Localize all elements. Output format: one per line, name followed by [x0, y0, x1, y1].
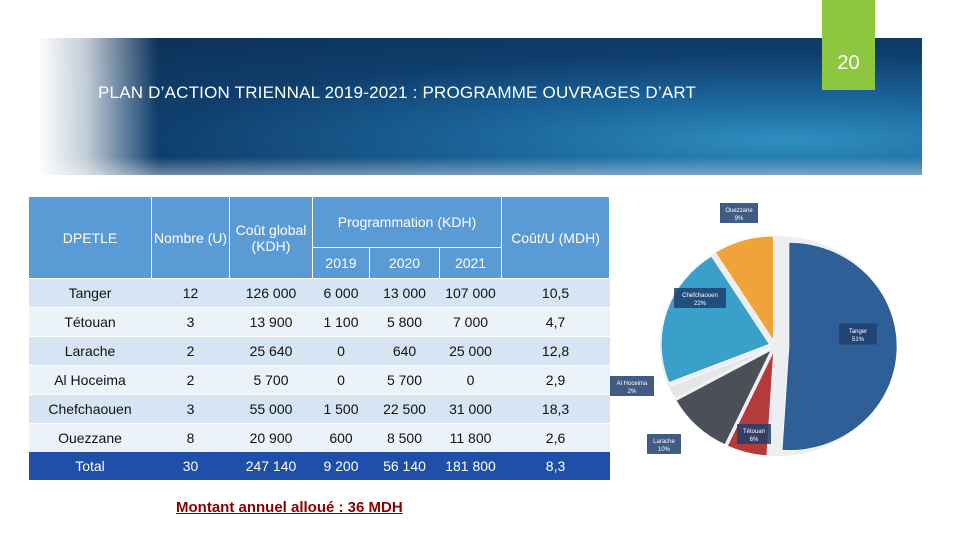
- pie-label-name: Ouezzane: [725, 208, 753, 214]
- cell-nombre: 3: [151, 307, 230, 337]
- cell-cout-u: 12,8: [501, 336, 610, 366]
- cell-2021: 7 000: [439, 307, 502, 337]
- cell-cout-u: 18,3: [501, 394, 610, 424]
- cell-dpetle: Tanger: [28, 278, 152, 308]
- header-2020: 2020: [369, 247, 440, 279]
- header-2021: 2021: [438, 247, 503, 279]
- distribution-pie-chart: Tanger 51% Tétouan 6% Larache 10% Al Hoceima 2%…: [610, 203, 898, 456]
- header-cout-global: Coût global (KDH): [229, 196, 313, 279]
- cell-2020: 8 500: [369, 423, 440, 452]
- total-dpetle: Total: [28, 452, 152, 480]
- header-dpetle: DPETLE: [28, 196, 152, 279]
- header-cout-u: Coût/U (MDH): [501, 196, 611, 279]
- cell-2020: 640: [369, 336, 440, 366]
- pie-label-name: Tanger: [849, 329, 867, 335]
- pie-label-larache: Larache 10%: [647, 434, 681, 454]
- page-number-tab: [822, 0, 875, 90]
- cell-cout-u: 4,7: [501, 307, 610, 337]
- cell-2020: 5 800: [369, 307, 440, 337]
- cell-2019: 0: [312, 336, 370, 366]
- pie-label-tétouan: Tétouan 6%: [737, 424, 771, 444]
- cell-2020: 22 500: [369, 394, 440, 424]
- cell-2021: 25 000: [439, 336, 502, 366]
- pie-label-name: Tétouan: [743, 429, 765, 435]
- cell-dpetle: Al Hoceima: [28, 365, 152, 395]
- pie-label-tanger: Tanger 51%: [839, 323, 877, 345]
- total-2019: 9 200: [312, 452, 370, 480]
- pie-label-pct: 22%: [694, 301, 707, 307]
- header-2019: 2019: [312, 247, 370, 279]
- cell-cout-global: 20 900: [229, 423, 313, 452]
- pie-slice-ouezzane: [715, 235, 774, 342]
- table-row: Chefchaouen 3 55 000 1 500 22 500 31 000…: [28, 394, 610, 424]
- pie-label-al-hoceima: Al Hoceima 2%: [610, 376, 654, 396]
- cell-nombre: 2: [151, 365, 230, 395]
- cell-nombre: 8: [151, 423, 230, 452]
- cell-2019: 0: [312, 365, 370, 395]
- cell-cout-global: 25 640: [229, 336, 313, 366]
- cell-2021: 107 000: [439, 278, 502, 308]
- cell-dpetle: Larache: [28, 336, 152, 366]
- cell-dpetle: Tétouan: [28, 307, 152, 337]
- annual-budget-note: Montant annuel alloué : 36 MDH: [176, 499, 403, 516]
- cell-2019: 1 500: [312, 394, 370, 424]
- header-programmation: Programmation (KDH): [311, 196, 503, 248]
- cell-cout-global: 13 900: [229, 307, 313, 337]
- pie-slice-chefchaouen: [660, 255, 770, 383]
- cell-2021: 11 800: [439, 423, 502, 452]
- pie-label-ouezzane: Ouezzane 9%: [720, 203, 758, 223]
- cell-2020: 13 000: [369, 278, 440, 308]
- cell-cout-global: 5 700: [229, 365, 313, 395]
- table-row: Larache 2 25 640 0 640 25 000 12,8: [28, 336, 610, 366]
- slide-title: PLAN D’ACTION TRIENNAL 2019-2021 : PROGR…: [98, 83, 697, 102]
- table-row: Ouezzane 8 20 900 600 8 500 11 800 2,6: [28, 423, 610, 452]
- cell-cout-u: 2,6: [501, 423, 610, 452]
- cell-dpetle: Chefchaouen: [28, 394, 152, 424]
- cell-2019: 6 000: [312, 278, 370, 308]
- cell-2019: 1 100: [312, 307, 370, 337]
- pie-label-chefchaouen: Chefchaouen 22%: [674, 288, 726, 308]
- table-row: Tétouan 3 13 900 1 100 5 800 7 000 4,7: [28, 307, 610, 337]
- total-2020: 56 140: [369, 452, 440, 480]
- table-row: Al Hoceima 2 5 700 0 5 700 0 2,9: [28, 365, 610, 395]
- pie-label-pct: 2%: [628, 389, 637, 395]
- cell-2019: 600: [312, 423, 370, 452]
- total-cout-u: 8,3: [501, 452, 610, 480]
- header-nombre: Nombre (U): [151, 196, 230, 279]
- pie-label-pct: 51%: [852, 337, 865, 343]
- pie-label-name: Chefchaouen: [682, 293, 718, 299]
- pie-label-pct: 10%: [658, 447, 671, 453]
- cell-cout-global: 126 000: [229, 278, 313, 308]
- cell-2021: 0: [439, 365, 502, 395]
- cell-nombre: 2: [151, 336, 230, 366]
- cell-cout-u: 2,9: [501, 365, 610, 395]
- total-cout-global: 247 140: [229, 452, 313, 480]
- total-nombre: 30: [151, 452, 230, 480]
- cell-2021: 31 000: [439, 394, 502, 424]
- pie-label-pct: 9%: [735, 216, 744, 222]
- program-table: DPETLE Nombre (U) Coût global (KDH) Prog…: [28, 196, 611, 480]
- title-banner: [38, 38, 922, 175]
- cell-nombre: 12: [151, 278, 230, 308]
- pie-label-name: Larache: [653, 439, 675, 445]
- total-2021: 181 800: [439, 452, 502, 480]
- cell-cout-u: 10,5: [501, 278, 610, 308]
- cell-dpetle: Ouezzane: [28, 423, 152, 452]
- pie-slice-tanger: [781, 242, 898, 451]
- page-number: 20: [837, 52, 860, 74]
- pie-label-name: Al Hoceima: [617, 381, 648, 387]
- total-row: Total 30 247 140 9 200 56 140 181 800 8,…: [28, 452, 610, 480]
- cell-cout-global: 55 000: [229, 394, 313, 424]
- table-row: Tanger 12 126 000 6 000 13 000 107 000 1…: [28, 278, 610, 308]
- cell-2020: 5 700: [369, 365, 440, 395]
- pie-slice-al-hoceima: [668, 348, 770, 400]
- pie-label-pct: 6%: [750, 437, 759, 443]
- cell-nombre: 3: [151, 394, 230, 424]
- pie-slice-larache: [675, 349, 772, 445]
